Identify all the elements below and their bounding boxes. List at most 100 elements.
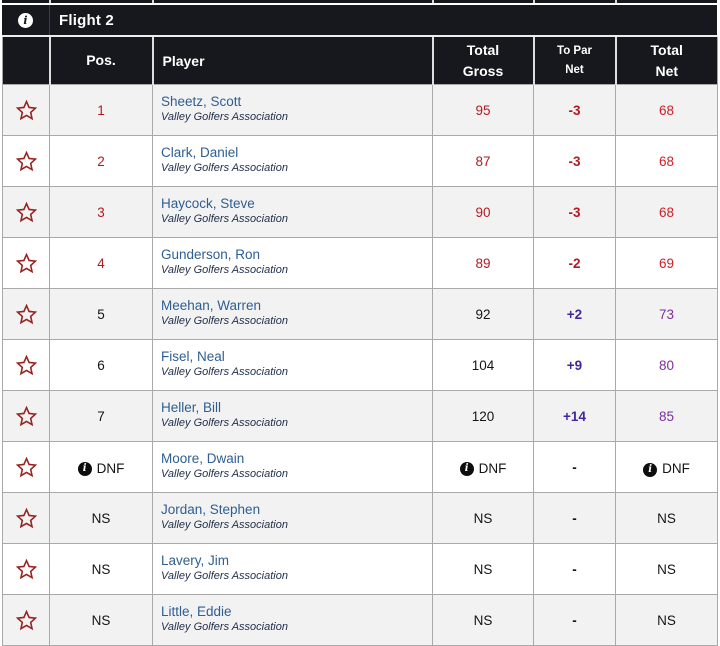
table-row: 3 Haycock, Steve Valley Golfers Associatio… xyxy=(2,186,718,238)
position-cell: NS xyxy=(49,594,153,646)
total-gross-cell: 89 xyxy=(432,237,534,289)
player-association: Valley Golfers Association xyxy=(161,366,288,379)
player-name-link[interactable]: Meehan, Warren xyxy=(161,298,262,314)
previous-table-edge-segment xyxy=(533,0,615,3)
favorite-star-cell[interactable] xyxy=(2,339,50,391)
star-outline-icon xyxy=(15,201,37,222)
player-name-link[interactable]: Jordan, Stephen xyxy=(161,502,261,518)
star-outline-icon xyxy=(15,456,37,477)
favorite-star-cell[interactable] xyxy=(2,135,50,187)
table-header: Pos. Player Total Gross To Par Net Total… xyxy=(2,37,718,85)
previous-table-edge-segment xyxy=(49,0,152,3)
flight-title: Flight 2 xyxy=(59,11,114,29)
total-net-cell: i DNF xyxy=(615,441,718,493)
to-par-net-cell: +14 xyxy=(533,390,616,442)
favorite-star-cell[interactable] xyxy=(2,441,50,493)
previous-table-edge xyxy=(2,0,717,3)
table-body: 1 Sheetz, Scott Valley Golfers Association… xyxy=(2,84,718,646)
header-total-gross: Total Gross xyxy=(431,37,534,85)
star-outline-icon xyxy=(15,558,37,579)
star-outline-icon xyxy=(15,507,37,528)
total-gross-cell: 120 xyxy=(432,390,534,442)
position-cell: 2 xyxy=(49,135,153,187)
total-net-cell: 68 xyxy=(615,186,718,238)
player-cell: Gunderson, Ron Valley Golfers Association xyxy=(152,237,433,289)
star-outline-icon xyxy=(15,354,37,375)
player-cell: Fisel, Neal Valley Golfers Association xyxy=(152,339,433,391)
position-cell: 1 xyxy=(49,84,153,136)
table-row: NS Lavery, Jim Valley Golfers Association N… xyxy=(2,543,718,595)
position-cell: 6 xyxy=(49,339,153,391)
player-association: Valley Golfers Association xyxy=(161,315,288,328)
total-gross-cell: i DNF xyxy=(432,441,534,493)
star-outline-icon xyxy=(15,99,37,120)
favorite-star-cell[interactable] xyxy=(2,492,50,544)
player-name-link[interactable]: Gunderson, Ron xyxy=(161,247,261,263)
info-icon[interactable]: i xyxy=(77,462,92,477)
favorite-star-cell[interactable] xyxy=(2,186,50,238)
position-cell: 3 xyxy=(49,186,153,238)
favorite-star-cell[interactable] xyxy=(2,390,50,442)
to-par-net-cell: - xyxy=(533,441,616,493)
player-name-link[interactable]: Haycock, Steve xyxy=(161,196,255,212)
table-row: i DNF Moore, Dwain Valley Golfers Associati… xyxy=(2,441,718,493)
player-name-link[interactable]: Heller, Bill xyxy=(161,400,222,416)
star-outline-icon xyxy=(15,252,37,273)
table-row: 4 Gunderson, Ron Valley Golfers Associatio… xyxy=(2,237,718,289)
previous-table-edge-segment xyxy=(2,0,49,3)
previous-table-edge-segment xyxy=(615,0,717,3)
previous-table-edge-segment xyxy=(152,0,432,3)
star-outline-icon xyxy=(15,150,37,171)
position-cell: NS xyxy=(49,543,153,595)
player-name-link[interactable]: Fisel, Neal xyxy=(161,349,225,365)
player-cell: Clark, Daniel Valley Golfers Association xyxy=(152,135,433,187)
to-par-net-cell: +9 xyxy=(533,339,616,391)
favorite-star-cell[interactable] xyxy=(2,84,50,136)
player-association: Valley Golfers Association xyxy=(161,468,288,481)
table-row: 7 Heller, Bill Valley Golfers Association 1… xyxy=(2,390,718,442)
player-name-link[interactable]: Clark, Daniel xyxy=(161,145,239,161)
total-net-cell: 68 xyxy=(615,135,718,187)
leaderboard-table: Pos. Player Total Gross To Par Net Total… xyxy=(2,37,718,646)
player-name-link[interactable]: Moore, Dwain xyxy=(161,451,245,467)
total-gross-cell: NS xyxy=(432,594,534,646)
info-icon[interactable]: i xyxy=(18,12,33,28)
player-name-link[interactable]: Sheetz, Scott xyxy=(161,94,242,110)
favorite-star-cell[interactable] xyxy=(2,594,50,646)
info-icon[interactable]: i xyxy=(643,462,658,477)
player-association: Valley Golfers Association xyxy=(161,519,288,532)
player-association: Valley Golfers Association xyxy=(161,570,288,583)
to-par-net-cell: -2 xyxy=(533,237,616,289)
position-cell: 4 xyxy=(49,237,153,289)
header-pos: Pos. xyxy=(48,37,153,85)
table-row: 6 Fisel, Neal Valley Golfers Association 10… xyxy=(2,339,718,391)
player-cell: Lavery, Jim Valley Golfers Association xyxy=(152,543,433,595)
player-cell: Jordan, Stephen Valley Golfers Associatio… xyxy=(152,492,433,544)
player-association: Valley Golfers Association xyxy=(161,621,288,634)
player-cell: Little, Eddie Valley Golfers Association xyxy=(152,594,433,646)
to-par-net-cell: +2 xyxy=(533,288,616,340)
table-row: NS Jordan, Stephen Valley Golfers Associat… xyxy=(2,492,718,544)
total-net-cell: 73 xyxy=(615,288,718,340)
header-total-net: Total Net xyxy=(614,37,718,85)
favorite-star-cell[interactable] xyxy=(2,237,50,289)
favorite-star-cell[interactable] xyxy=(2,543,50,595)
favorite-star-cell[interactable] xyxy=(2,288,50,340)
player-cell: Moore, Dwain Valley Golfers Association xyxy=(152,441,433,493)
player-association: Valley Golfers Association xyxy=(161,417,288,430)
total-gross-cell: 90 xyxy=(432,186,534,238)
position-cell: 5 xyxy=(49,288,153,340)
total-net-cell: 85 xyxy=(615,390,718,442)
star-outline-icon xyxy=(15,303,37,324)
flight-title-bar: i Flight 2 xyxy=(2,5,717,37)
position-cell: NS xyxy=(49,492,153,544)
total-gross-cell: 95 xyxy=(432,84,534,136)
player-name-link[interactable]: Little, Eddie xyxy=(161,604,232,620)
to-par-net-cell: - xyxy=(533,594,616,646)
total-net-cell: 68 xyxy=(615,84,718,136)
star-outline-icon xyxy=(15,609,37,630)
info-icon[interactable]: i xyxy=(459,462,474,477)
total-gross-cell: NS xyxy=(432,492,534,544)
table-row: 2 Clark, Daniel Valley Golfers Association… xyxy=(2,135,718,187)
player-name-link[interactable]: Lavery, Jim xyxy=(161,553,230,569)
